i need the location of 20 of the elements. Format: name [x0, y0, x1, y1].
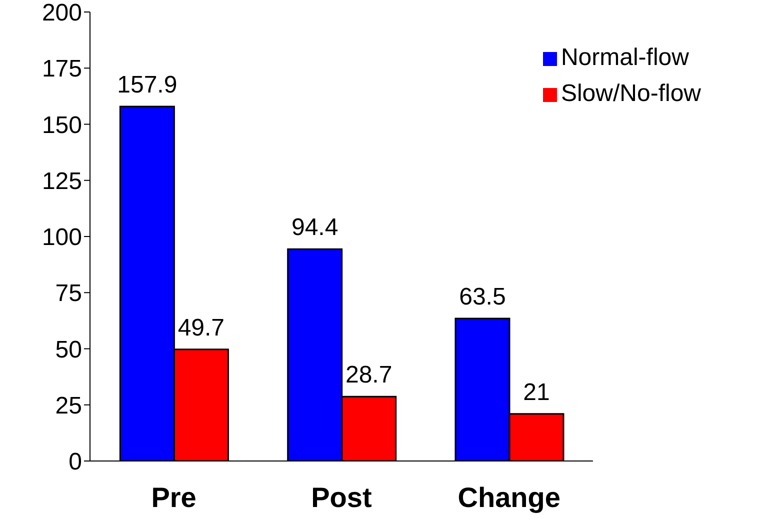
y-tick-label: 175 [42, 56, 82, 83]
data-label: 28.7 [345, 362, 392, 389]
y-tick-label: 200 [42, 0, 82, 27]
y-tick-label: 25 [55, 392, 82, 420]
x-tick-label: Change [458, 482, 560, 513]
legend-label: Slow/No-flow [560, 80, 701, 107]
y-tick-label: 0 [68, 448, 82, 476]
x-tick-label: Pre [151, 482, 196, 513]
data-label: 63.5 [459, 283, 506, 310]
y-tick-label: 50 [55, 336, 82, 364]
y-tick-label: 125 [42, 168, 82, 195]
legend-label: Normal-flow [560, 44, 689, 71]
y-tick-label: 75 [55, 280, 82, 308]
data-label: 21 [523, 378, 550, 406]
y-tick-label: 100 [42, 224, 82, 252]
data-label: 49.7 [178, 314, 225, 342]
y-tick-label: 150 [42, 112, 82, 139]
x-tick-label: Post [311, 482, 372, 513]
data-label: 94.4 [291, 214, 338, 242]
data-label: 157.9 [117, 72, 178, 99]
